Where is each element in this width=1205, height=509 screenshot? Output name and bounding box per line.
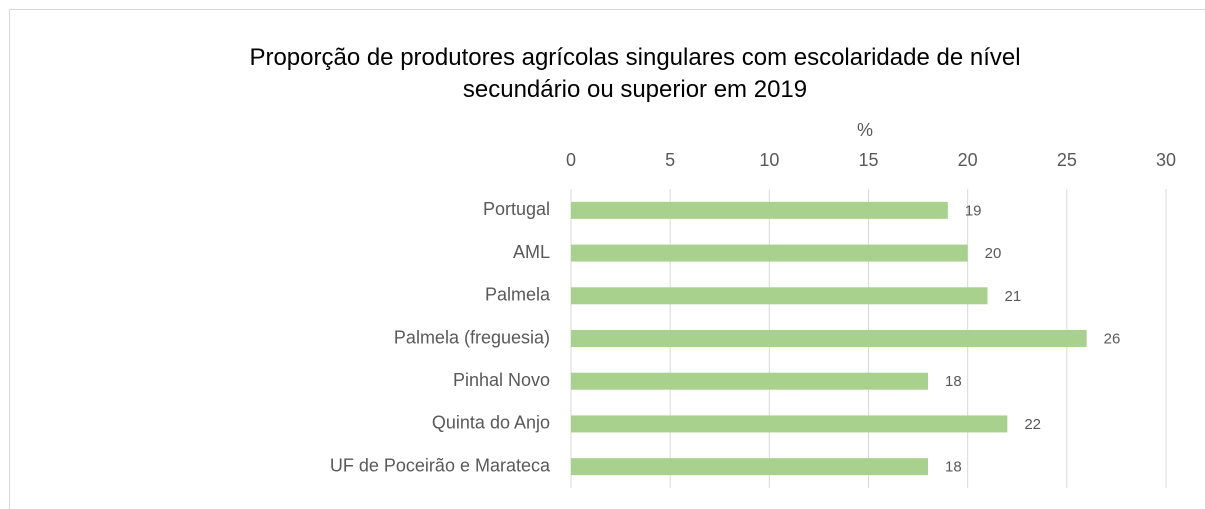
y-tick-label: Quinta do Anjo <box>432 413 550 433</box>
y-tick-label: Palmela (freguesia) <box>394 327 550 347</box>
x-tick-label: 15 <box>858 150 878 170</box>
y-tick-label: Portugal <box>483 199 550 219</box>
x-tick-label: 25 <box>1057 150 1077 170</box>
bar <box>571 330 1087 347</box>
data-label: 19 <box>965 202 982 219</box>
data-label: 18 <box>945 459 962 476</box>
bar <box>571 415 1008 433</box>
data-label: 20 <box>985 245 1002 262</box>
bar <box>571 458 928 476</box>
y-tick-label: UF de Poceirão e Marateca <box>330 455 551 475</box>
bar <box>571 287 988 305</box>
x-tick-label: 5 <box>665 150 675 170</box>
chart-frame <box>9 9 1205 509</box>
bar <box>571 244 968 262</box>
x-tick-label: 30 <box>1156 150 1176 170</box>
bar <box>571 372 928 390</box>
chart-title: Proporção de produtores agrícolas singul… <box>249 44 1021 103</box>
data-label: 26 <box>1104 330 1121 347</box>
data-label: 22 <box>1024 416 1041 433</box>
x-tick-label: 0 <box>566 150 576 170</box>
bar <box>571 201 948 219</box>
y-tick-label: Palmela <box>485 285 551 305</box>
x-tick-label: 20 <box>958 150 978 170</box>
x-tick-label: 10 <box>759 150 779 170</box>
data-label: 21 <box>1005 288 1022 305</box>
data-label: 18 <box>945 373 962 390</box>
axis-label: % <box>857 120 873 140</box>
y-tick-label: AML <box>513 242 550 262</box>
y-tick-label: Pinhal Novo <box>453 370 550 390</box>
